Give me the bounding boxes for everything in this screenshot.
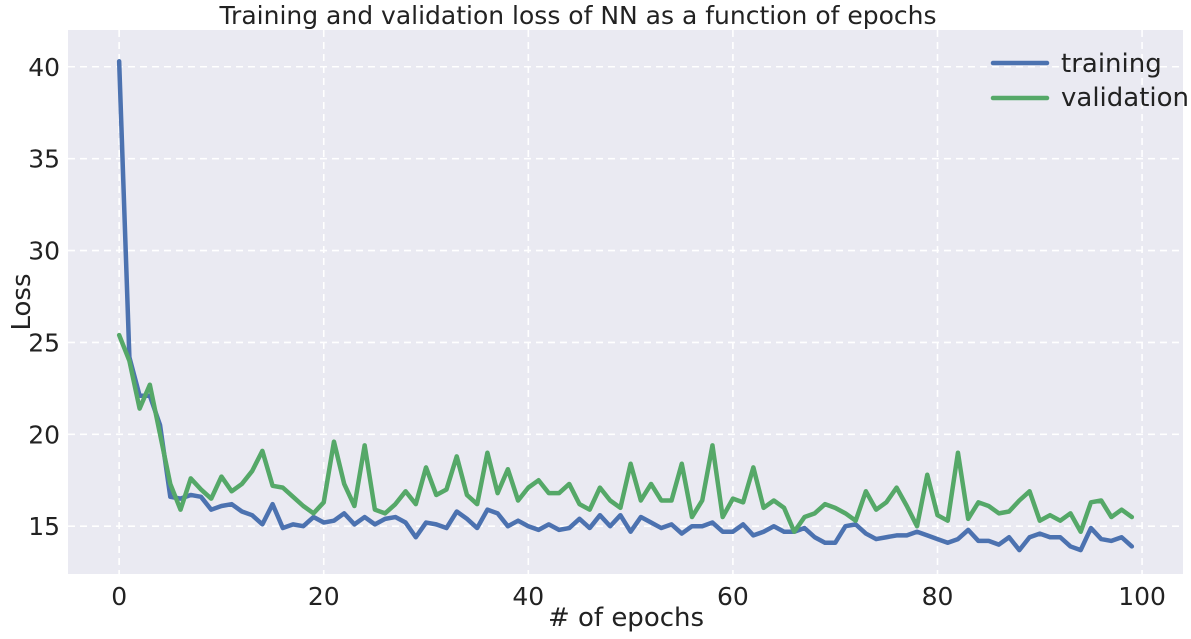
legend-label-training: training bbox=[1061, 49, 1162, 79]
x-tick-label: 60 bbox=[717, 582, 749, 611]
y-tick-label: 25 bbox=[28, 328, 60, 357]
y-tick-label: 30 bbox=[28, 237, 60, 266]
x-tick-label: 100 bbox=[1118, 582, 1166, 611]
series-line-validation bbox=[116, 332, 1135, 534]
y-axis-label: Loss bbox=[7, 273, 37, 330]
y-tick-label: 35 bbox=[28, 145, 60, 174]
chart-title: Training and validation loss of NN as a … bbox=[218, 1, 936, 30]
series-layer bbox=[116, 58, 1135, 553]
y-tick-label: 20 bbox=[28, 420, 60, 449]
x-tick-labels: 0 20 40 60 80 100 bbox=[111, 582, 1166, 611]
x-tick-label: 20 bbox=[308, 582, 340, 611]
y-tick-label: 15 bbox=[28, 512, 60, 541]
x-axis-label: # of epochs bbox=[548, 603, 704, 633]
y-tick-label: 40 bbox=[28, 53, 60, 82]
legend: training validation bbox=[990, 49, 1189, 113]
x-tick-label: 0 bbox=[111, 582, 127, 611]
x-tick-label: 40 bbox=[512, 582, 544, 611]
x-tick-label: 80 bbox=[922, 582, 954, 611]
y-tick-labels: 15 20 25 30 35 40 bbox=[28, 53, 60, 541]
series-line-training bbox=[116, 58, 1135, 553]
legend-label-validation: validation bbox=[1061, 83, 1189, 113]
